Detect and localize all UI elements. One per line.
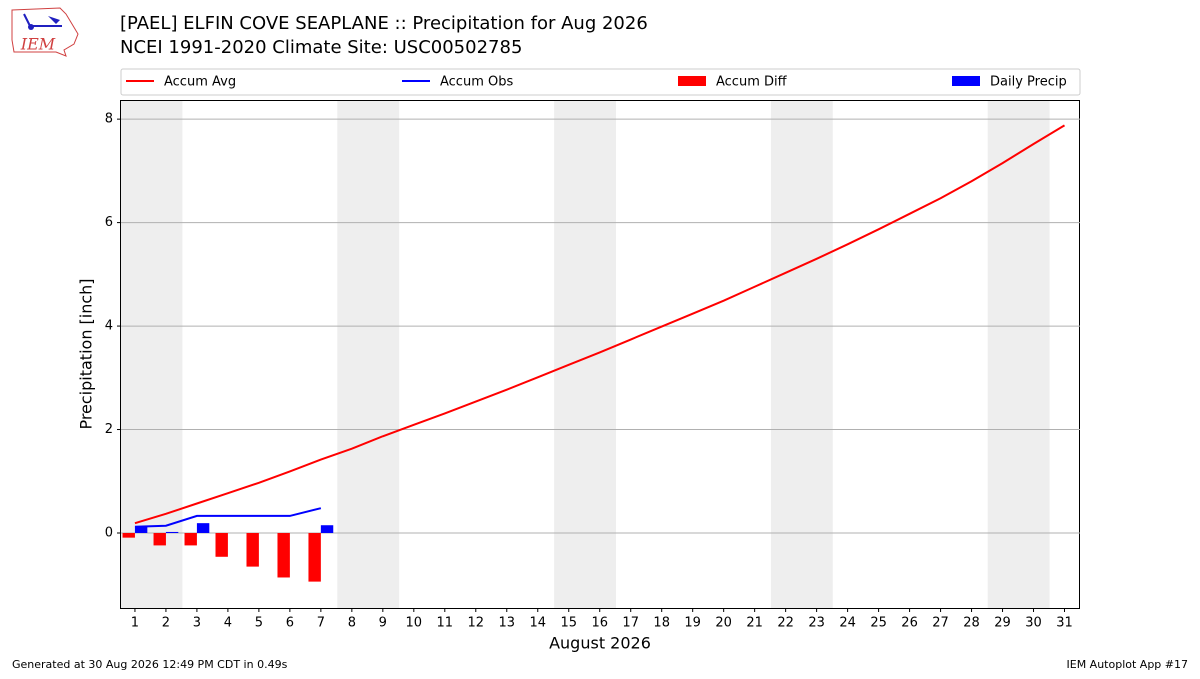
legend-label: Daily Precip bbox=[990, 75, 1067, 90]
x-tick-label: 9 bbox=[379, 616, 387, 631]
x-tick-label: 7 bbox=[317, 616, 325, 631]
bar bbox=[246, 532, 259, 567]
weekend-band bbox=[120, 100, 183, 608]
logo-outline bbox=[11, 7, 79, 57]
x-tick-label: 20 bbox=[715, 616, 732, 631]
x-tick-label: 22 bbox=[777, 616, 794, 631]
logo-text: IEM bbox=[20, 35, 56, 54]
x-tick-label: 18 bbox=[653, 616, 670, 631]
y-axis-label: Precipitation [inch] bbox=[77, 278, 96, 429]
x-tick-label: 23 bbox=[808, 616, 825, 631]
x-tick-label: 14 bbox=[529, 616, 546, 631]
x-tick-label: 4 bbox=[224, 616, 232, 631]
weekend-shading bbox=[120, 100, 1050, 608]
x-tick-label: 21 bbox=[746, 616, 763, 631]
legend-box bbox=[120, 68, 1081, 96]
y-tick-label: 6 bbox=[105, 215, 113, 230]
bar bbox=[153, 532, 166, 546]
x-tick-label: 15 bbox=[560, 616, 577, 631]
x-tick-label: 30 bbox=[1025, 616, 1042, 631]
legend-swatch bbox=[678, 76, 706, 86]
x-tick-label: 28 bbox=[963, 616, 980, 631]
logo-icon bbox=[23, 13, 31, 27]
chart-title: [PAEL] ELFIN COVE SEAPLANE :: Precipitat… bbox=[120, 13, 648, 34]
line-0 bbox=[134, 124, 1066, 525]
y-tick-label: 4 bbox=[105, 319, 113, 334]
x-tick-label: 31 bbox=[1056, 616, 1073, 631]
x-tick-label: 12 bbox=[468, 616, 485, 631]
bar bbox=[184, 532, 197, 546]
logo-icon bbox=[28, 24, 34, 30]
footer-left: Generated at 30 Aug 2026 12:49 PM CDT in… bbox=[12, 658, 288, 671]
logo-icon bbox=[48, 16, 60, 24]
y-tick-label: 0 bbox=[105, 525, 113, 540]
x-tick-label: 1 bbox=[131, 616, 139, 631]
bar bbox=[215, 532, 228, 557]
x-tick-label: 27 bbox=[932, 616, 949, 631]
x-tick-label: 11 bbox=[437, 616, 454, 631]
weekend-band bbox=[337, 100, 400, 608]
bar bbox=[320, 525, 334, 533]
legend-label: Accum Avg bbox=[164, 75, 236, 90]
x-axis-label: August 2026 bbox=[549, 634, 651, 653]
x-tick-label: 6 bbox=[286, 616, 294, 631]
x-tick-label: 8 bbox=[348, 616, 356, 631]
y-tick-label: 8 bbox=[105, 112, 113, 127]
bar bbox=[134, 526, 148, 533]
x-tick-label: 10 bbox=[406, 616, 423, 631]
x-tick-label: 19 bbox=[684, 616, 701, 631]
x-tick-label: 16 bbox=[591, 616, 608, 631]
x-tick-label: 29 bbox=[994, 616, 1011, 631]
bar bbox=[165, 531, 179, 533]
x-tick-label: 17 bbox=[622, 616, 639, 631]
x-tick-label: 3 bbox=[193, 616, 201, 631]
bar bbox=[122, 532, 135, 538]
line-1 bbox=[134, 507, 322, 528]
bar bbox=[277, 532, 290, 578]
x-tick-label: 2 bbox=[162, 616, 170, 631]
logo: IEM bbox=[11, 7, 79, 57]
legend-swatch bbox=[952, 76, 980, 86]
legend-label: Accum Diff bbox=[716, 75, 788, 90]
weekend-band bbox=[987, 100, 1050, 608]
y-tick-label: 2 bbox=[105, 422, 113, 437]
x-tick-label: 13 bbox=[498, 616, 515, 631]
weekend-band bbox=[770, 100, 833, 608]
x-tick-label: 26 bbox=[901, 616, 918, 631]
legend-label: Accum Obs bbox=[440, 75, 513, 90]
x-tick-label: 5 bbox=[255, 616, 263, 631]
footer-right: IEM Autoplot App #17 bbox=[1067, 658, 1189, 671]
chart-subtitle: NCEI 1991-2020 Climate Site: USC00502785 bbox=[120, 37, 522, 58]
weekend-band bbox=[554, 100, 616, 608]
bar bbox=[308, 532, 321, 582]
bar bbox=[196, 523, 210, 533]
x-tick-label: 25 bbox=[870, 616, 887, 631]
x-tick-label: 24 bbox=[839, 616, 856, 631]
